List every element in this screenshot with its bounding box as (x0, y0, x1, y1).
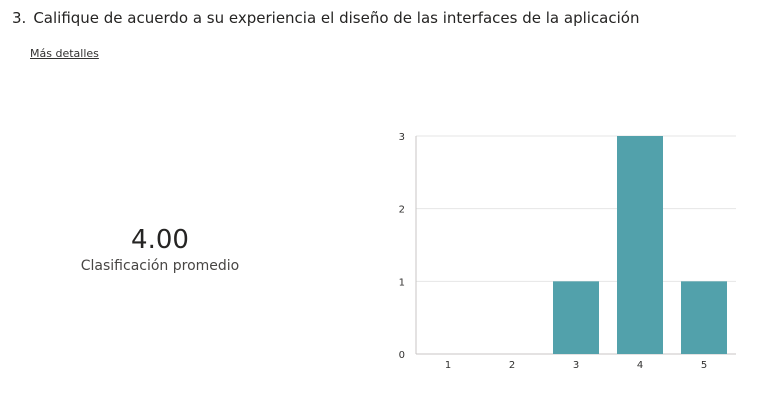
x-tick-label: 1 (445, 360, 451, 371)
bar-5 (681, 281, 727, 354)
bar-3 (553, 281, 599, 354)
average-rating-value: 4.00 (131, 225, 189, 255)
y-tick-label: 2 (399, 205, 405, 216)
y-tick-label: 0 (399, 350, 405, 361)
x-tick-label: 4 (637, 360, 643, 371)
question-number: 3. (12, 9, 27, 27)
question-title: 3. Califique de acuerdo a su experiencia… (12, 9, 639, 27)
more-details-link[interactable]: Más detalles (30, 47, 99, 60)
y-tick-label: 3 (399, 132, 405, 143)
x-tick-label: 3 (573, 360, 579, 371)
y-tick-label: 1 (399, 277, 405, 288)
average-rating-summary: 4.00 Clasificación promedio (60, 222, 260, 274)
x-tick-label: 5 (701, 360, 707, 371)
bar-4 (617, 136, 663, 354)
question-text: Califique de acuerdo a su experiencia el… (33, 9, 640, 27)
average-rating-label: Clasificación promedio (80, 258, 240, 274)
x-tick-label: 2 (509, 360, 515, 371)
